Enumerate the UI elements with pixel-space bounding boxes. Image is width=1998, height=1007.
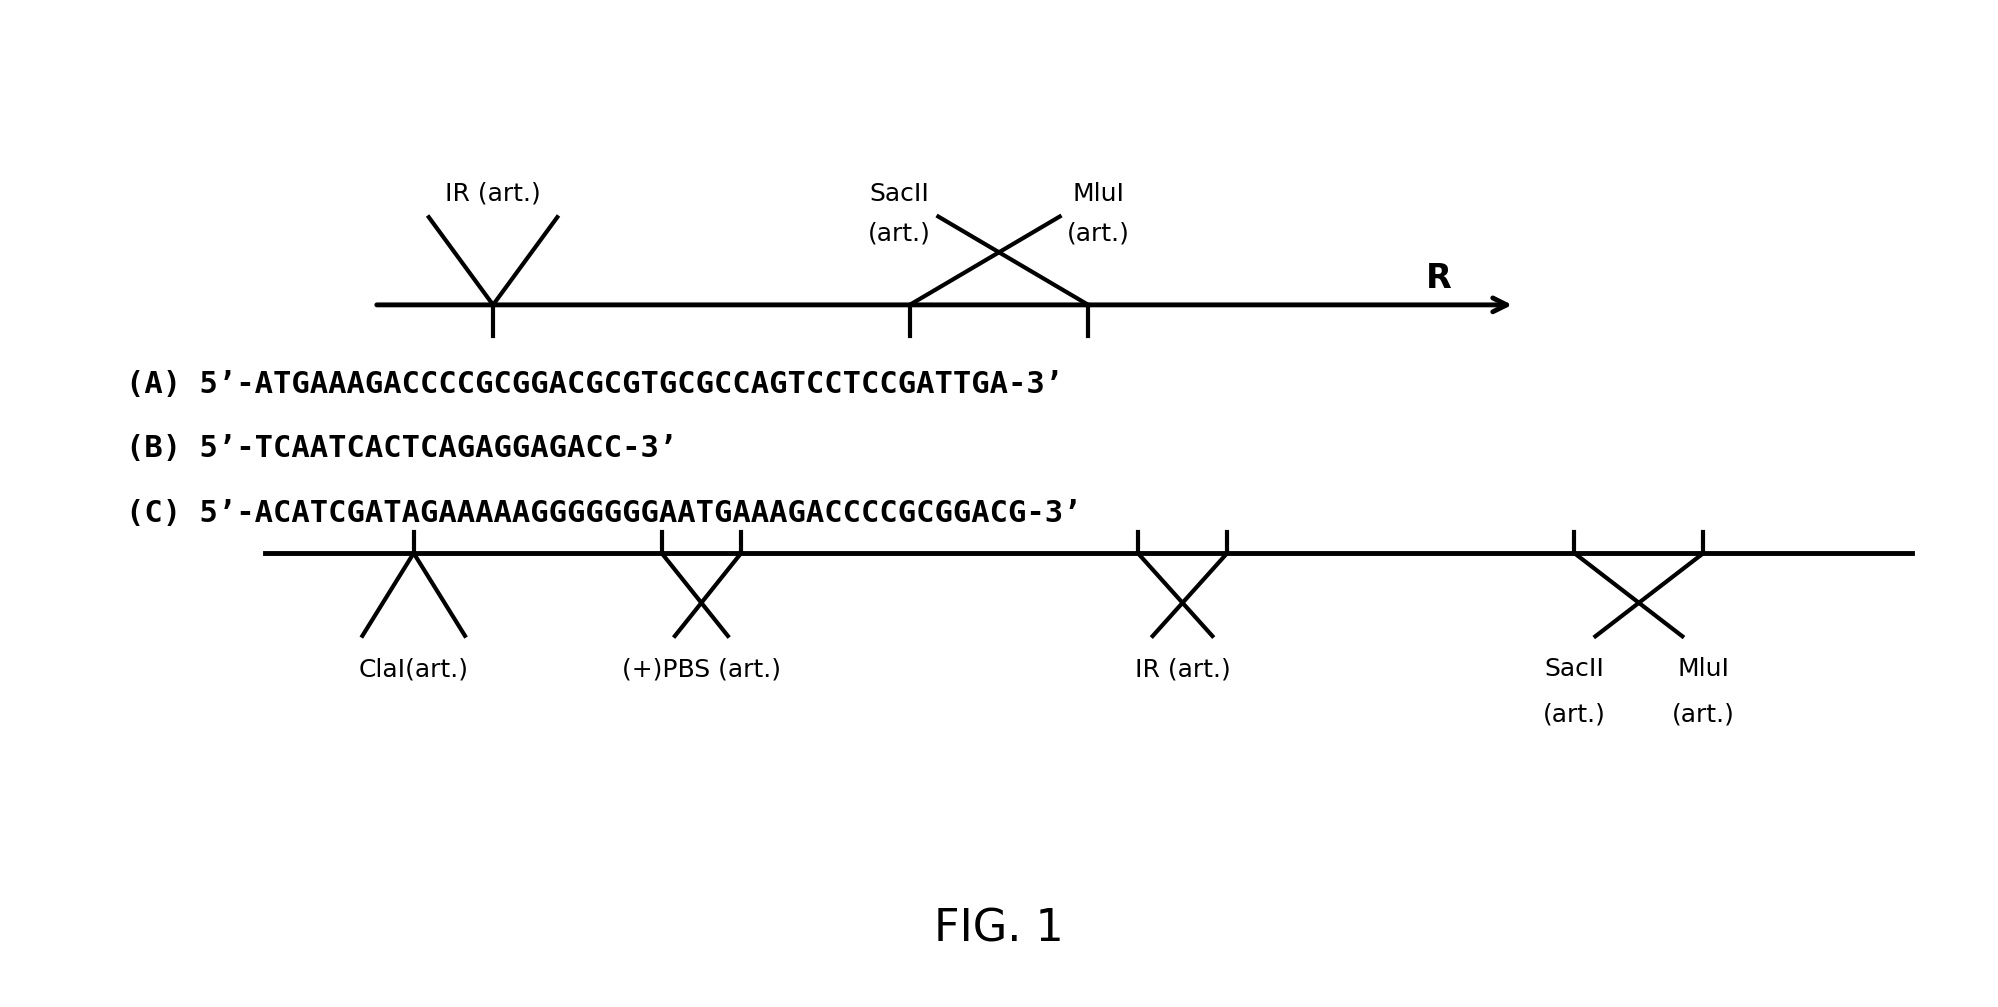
Text: R: R <box>1427 262 1451 295</box>
Text: (C) 5’-ACATCGATAGAAAAAGGGGGGGAATGAAAGACCCCGCGGACG-3’: (C) 5’-ACATCGATAGAAAAAGGGGGGGAATGAAAGACC… <box>126 498 1081 528</box>
Text: (+)PBS (art.): (+)PBS (art.) <box>621 658 781 682</box>
Text: (art.): (art.) <box>1542 702 1606 726</box>
Text: MluI: MluI <box>1678 658 1730 682</box>
Text: (A) 5’-ATGAAAGACCCCGCGGACGCGTGCGCCAGTCCTCCGATTGA-3’: (A) 5’-ATGAAAGACCCCGCGGACGCGTGCGCCAGTCCT… <box>126 370 1063 399</box>
Text: (art.): (art.) <box>869 222 931 246</box>
Text: ClaI(art.): ClaI(art.) <box>360 658 470 682</box>
Text: (art.): (art.) <box>1067 222 1129 246</box>
Text: MluI: MluI <box>1073 181 1125 205</box>
Text: (art.): (art.) <box>1672 702 1734 726</box>
Text: IR (art.): IR (art.) <box>446 181 541 205</box>
Text: FIG. 1: FIG. 1 <box>935 907 1063 951</box>
Text: IR (art.): IR (art.) <box>1135 658 1231 682</box>
Text: SacII: SacII <box>1544 658 1604 682</box>
Text: (B) 5’-TCAATCACTCAGAGGAGACC-3’: (B) 5’-TCAATCACTCAGAGGAGACC-3’ <box>126 434 677 463</box>
Text: SacII: SacII <box>869 181 929 205</box>
